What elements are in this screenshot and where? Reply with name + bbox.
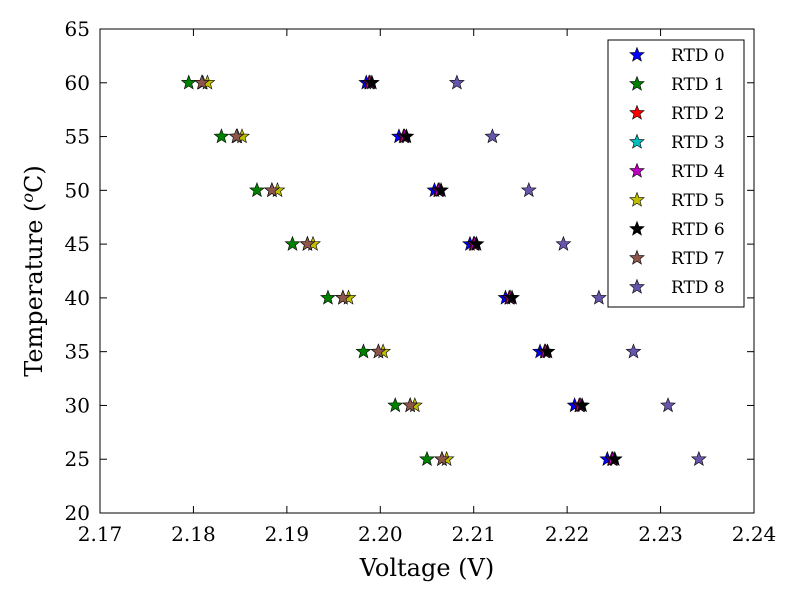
legend-label: RTD 2 <box>671 104 725 124</box>
data-point-star <box>606 450 623 466</box>
y-tick-label: 65 <box>65 17 90 41</box>
legend-marker <box>629 133 645 149</box>
data-point-star <box>419 450 435 466</box>
x-tick-label: 2.21 <box>451 522 496 546</box>
y-tick-label: 60 <box>65 71 90 95</box>
data-point-star <box>402 397 419 413</box>
data-point-star <box>660 397 676 413</box>
x-tick-label: 2.17 <box>78 522 123 546</box>
y-tick-label: 35 <box>65 340 90 364</box>
legend-label: RTD 7 <box>671 249 725 269</box>
data-point-star <box>434 450 450 466</box>
data-point-star <box>334 289 351 305</box>
legend-marker <box>629 46 645 62</box>
legend-label: RTD 0 <box>671 46 725 66</box>
legend-label: RTD 8 <box>671 278 725 298</box>
series-8 <box>448 74 707 466</box>
series-7 <box>193 74 450 466</box>
legend-frame <box>607 39 745 308</box>
legend-marker <box>629 104 645 120</box>
legend-label: RTD 3 <box>671 133 725 153</box>
x-tick-label: 2.23 <box>638 522 683 546</box>
data-point-star <box>574 397 591 413</box>
series-6 <box>363 74 623 466</box>
data-point-star <box>249 181 265 198</box>
data-point-star <box>555 235 572 251</box>
y-tick-label: 40 <box>65 286 90 310</box>
data-point-star <box>468 235 485 251</box>
data-point-star <box>433 181 449 198</box>
y-tick-label: 20 <box>65 501 90 525</box>
legend-marker <box>629 278 645 294</box>
data-point-star <box>590 289 607 305</box>
legend-marker <box>629 162 645 178</box>
y-tick-label: 30 <box>65 393 90 417</box>
x-tick-label: 2.18 <box>171 522 216 546</box>
axis-ticks: 2.17 2.18 2.19 2.20 2.21 2.22 2.23 2.24 20 25 30 35… <box>65 17 777 546</box>
legend-label: RTD 1 <box>671 75 725 95</box>
data-point-star <box>448 74 465 90</box>
data-point-star <box>284 235 301 251</box>
x-tick-label: 2.20 <box>358 522 403 546</box>
data-point-star <box>398 128 415 144</box>
plot-area-frame <box>99 28 755 514</box>
data-point-star <box>263 181 280 198</box>
legend-label: RTD 6 <box>671 220 725 240</box>
legend-marker <box>629 249 645 265</box>
data-point-star <box>539 343 556 359</box>
data-point-star <box>520 181 537 198</box>
legend: RTD 0 RTD 1 RTD 2 RTD 3 RTD 4 RTD 5 RTD 6 RTD 7… <box>607 39 745 308</box>
data-point-star <box>363 74 380 90</box>
legend-marker <box>629 75 645 91</box>
data-point-star <box>193 74 210 90</box>
legend-label: RTD 5 <box>671 191 725 211</box>
y-tick-label: 45 <box>65 232 90 256</box>
legend-marker <box>629 220 645 236</box>
data-point-star <box>320 289 336 305</box>
data-point-star <box>370 343 387 359</box>
chart-markers <box>180 74 707 466</box>
x-tick-label: 2.22 <box>545 522 590 546</box>
legend-label: RTD 4 <box>671 162 725 182</box>
data-point-star <box>690 450 707 466</box>
data-point-star <box>355 343 372 359</box>
x-tick-label: 2.19 <box>265 522 310 546</box>
y-tick-label: 25 <box>65 447 90 471</box>
data-point-star <box>180 74 197 90</box>
data-point-star <box>228 128 245 144</box>
y-tick-label: 55 <box>65 125 90 149</box>
data-point-star <box>625 343 642 359</box>
data-point-star <box>504 289 520 305</box>
x-axis-label: Voltage (V) <box>359 554 494 582</box>
data-point-star <box>484 128 501 144</box>
data-point-star <box>387 397 404 413</box>
data-point-star <box>299 235 316 251</box>
x-tick-label: 2.24 <box>732 522 777 546</box>
legend-marker <box>629 191 645 207</box>
data-point-star <box>213 128 230 144</box>
y-axis-label: Temperature (oC) <box>18 165 48 377</box>
y-tick-label: 50 <box>65 178 90 202</box>
